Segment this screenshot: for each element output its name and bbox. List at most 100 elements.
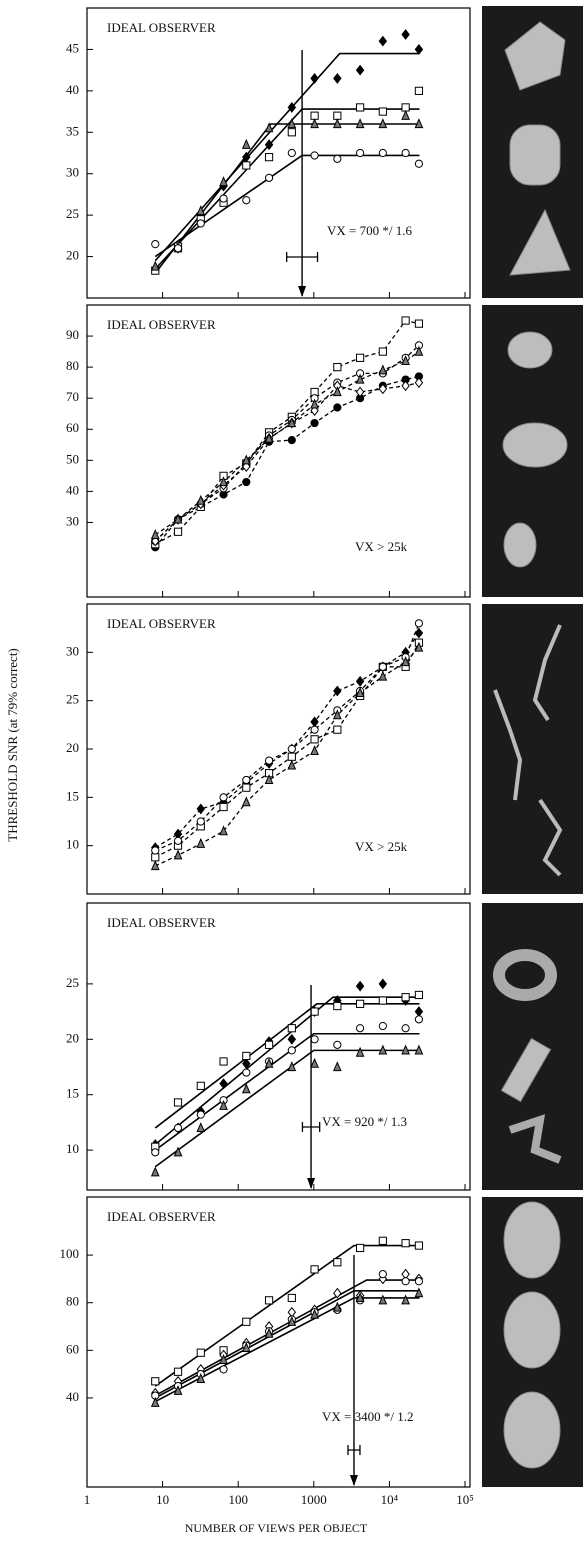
data-point [333,685,342,697]
data-point [355,1046,365,1057]
data-point [355,1024,365,1033]
data-point [242,1058,251,1070]
data-point [287,417,297,428]
data-point [287,1061,297,1072]
data-point [333,1258,342,1267]
panel-title: IDEAL OBSERVER [107,317,216,332]
data-point [333,154,342,163]
data-point [333,73,342,84]
data-point [378,1236,387,1245]
data-point [242,783,251,792]
x-tick-label: 10⁵ [456,1492,474,1507]
y-tick-label: 15 [66,788,79,803]
data-point [287,1024,296,1033]
data-point [287,118,297,129]
data-point [355,980,365,992]
shape-icon [503,522,537,568]
data-point [355,386,365,398]
shape-icon [507,331,553,369]
data-point [310,745,319,756]
data-point [287,752,296,761]
data-point [173,1146,183,1157]
shape-icon [493,689,523,801]
data-point [287,148,296,158]
data-point [151,1148,160,1157]
data-point [378,118,388,129]
data-point [150,1166,160,1177]
data-point [355,148,365,158]
data-point [264,756,274,765]
fit-line [154,1297,420,1403]
data-point [310,1057,319,1068]
data-point [173,244,183,253]
data-point [310,735,319,744]
y-tick-label: 30 [66,643,79,658]
plot-frame [86,603,471,895]
panel: 30 40 50 60 70 80 90 IDEAL OBSERVER VX > 25k [66,304,471,598]
fit-line [154,1290,420,1399]
data-point [196,1122,206,1133]
data-point [196,1373,206,1384]
panel-title: IDEAL OBSERVER [107,1209,216,1224]
data-point [173,1384,183,1395]
fit-line [154,1244,420,1387]
data-point [414,44,424,55]
data-point [332,1061,342,1072]
data-point [173,836,183,845]
data-point [287,1033,297,1045]
y-tick-label: 30 [66,165,79,180]
data-point [414,377,424,389]
y-tick-label: 100 [60,1246,80,1261]
image-panel [482,604,583,894]
data-point [242,477,251,487]
data-point [378,1294,388,1305]
y-tick-label: 45 [66,40,79,55]
data-point [401,29,410,40]
data-point [241,138,251,149]
data-point [332,709,342,720]
data-point [287,128,296,137]
data-point [355,687,365,698]
data-point [414,118,424,129]
data-point [378,148,387,158]
panel-title: IDEAL OBSERVER [107,915,216,930]
data-point [264,139,274,151]
data-point [173,527,183,536]
data-point [241,796,251,807]
data-point [332,118,342,129]
data-point [355,1292,365,1303]
data-point [378,383,388,395]
shape-icon [502,422,568,468]
series-line [154,642,420,858]
data-point [264,1057,274,1068]
y-tick-label: 40 [66,1389,79,1404]
shape-icon [503,1291,561,1369]
data-point [219,1354,228,1364]
data-point [264,1327,274,1338]
y-tick-label: 40 [66,82,79,97]
x-tick-label: 1000 [301,1492,327,1507]
data-point [173,849,183,860]
plot-frame [86,7,471,299]
shape-icon [504,21,566,91]
panel: 20 25 30 35 40 45 IDEAL OBSERVER VX = 700 */ 1.… [66,7,471,299]
series-line [154,382,420,542]
data-point [401,1277,410,1286]
data-point [196,803,206,815]
shape-icon [538,798,563,877]
data-point [355,675,365,687]
data-point [287,1046,296,1055]
fit-line [154,154,420,258]
data-point [378,1044,388,1055]
vx-error-bar [347,1445,361,1455]
data-point [150,860,160,871]
y-tick-label: 60 [66,1341,79,1356]
data-point [401,656,410,667]
vx-error-bar [301,1122,321,1132]
data-point [414,1015,424,1024]
data-point [378,670,388,681]
plot-frame [86,902,471,1191]
data-point [287,102,297,113]
data-point [332,1301,342,1312]
